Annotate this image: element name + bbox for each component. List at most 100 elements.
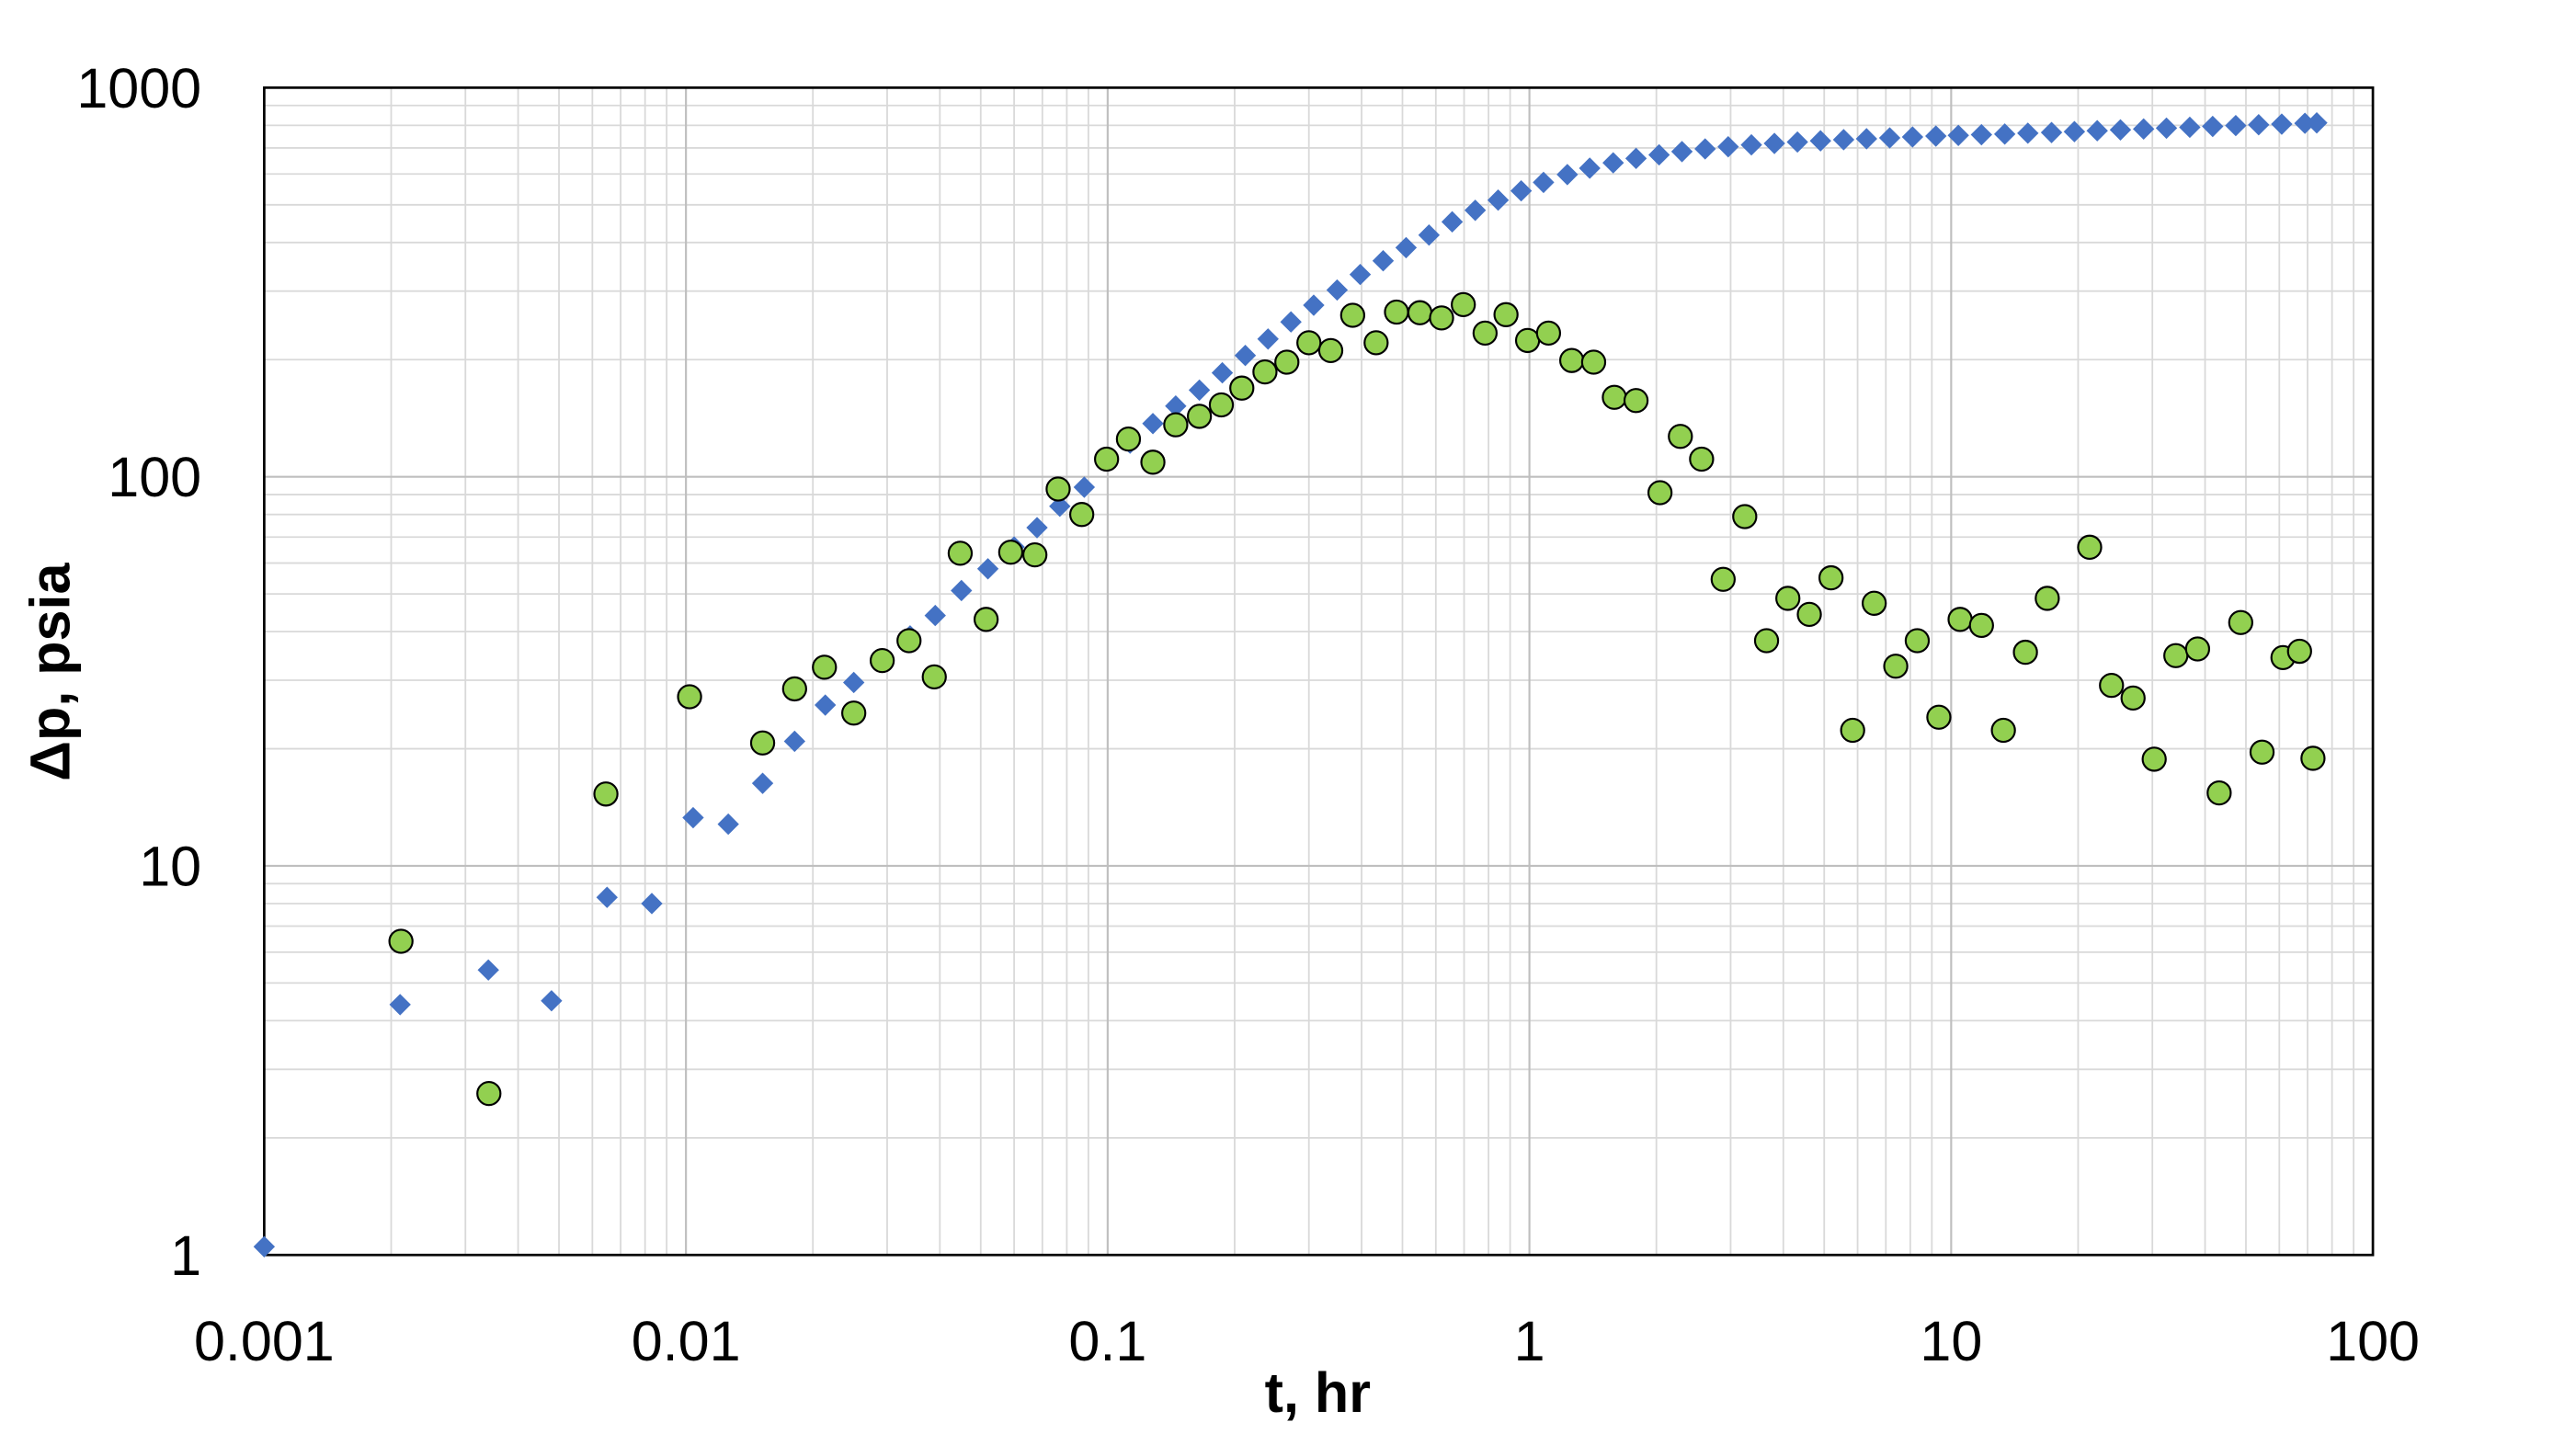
diamond-point (1280, 311, 1302, 333)
diamond-point (1993, 123, 2016, 145)
diamond-point (924, 604, 946, 627)
circle-point (869, 647, 895, 674)
circle-point (1883, 654, 1909, 679)
circle-point (1689, 446, 1715, 472)
diamond-point (1647, 143, 1670, 166)
x-tick-label: 10 (1920, 1310, 1982, 1372)
circle-point (1363, 330, 1389, 356)
diamond-point (2040, 121, 2063, 143)
diamond-point (1579, 157, 1601, 179)
circle-point (1186, 404, 1213, 429)
circle-point (1753, 628, 1780, 654)
diamond-point (1878, 127, 1901, 149)
circle-point (2163, 643, 2189, 668)
circle-point (2012, 639, 2038, 666)
circle-point (1429, 305, 1454, 331)
diamond-point (1556, 164, 1579, 186)
y-tick-label: 10 (139, 836, 201, 898)
circle-point (974, 607, 999, 632)
circle-point (812, 654, 838, 680)
diamond-point (1717, 135, 1739, 158)
diamond-point (1142, 413, 1164, 435)
diamond-point (1257, 328, 1279, 350)
circle-point (1296, 330, 1322, 356)
circle-point (896, 628, 922, 654)
diamond-point (1970, 123, 1992, 146)
circle-point (2300, 745, 2326, 771)
diamond-point (2063, 120, 2086, 142)
circle-point (1775, 586, 1801, 611)
diamond-point (596, 886, 618, 908)
diamond-point (1349, 263, 1372, 286)
circle-point (2141, 746, 2167, 772)
circle-point (1818, 564, 1844, 591)
y-tick-label: 1 (170, 1224, 201, 1287)
diamond-point (717, 813, 739, 836)
plot-frame (263, 86, 2375, 1257)
circle-point (388, 928, 414, 954)
circle-point (997, 540, 1024, 565)
circle-point (1045, 476, 1071, 502)
diamond-point (2271, 113, 2293, 135)
diamond-point (1487, 189, 1510, 211)
diamond-point (1372, 250, 1395, 272)
circle-point (1990, 717, 2016, 744)
circle-point (1317, 337, 1344, 364)
x-tick-label: 1 (1514, 1310, 1545, 1372)
diamond-point (1786, 131, 1808, 154)
x-tick-label: 100 (2326, 1310, 2420, 1372)
diamond-point (1809, 130, 1831, 152)
circle-point (1840, 717, 1865, 744)
circle-point (749, 730, 776, 756)
diamond-point (1326, 279, 1349, 302)
circle-point (1472, 320, 1499, 347)
circle-point (2286, 638, 2312, 665)
circle-point (2035, 586, 2060, 611)
diamond-point (1602, 152, 1624, 174)
circle-point (1451, 291, 1476, 318)
series (388, 291, 2326, 1107)
circle-point (2228, 609, 2253, 635)
diamond-point (2248, 114, 2270, 136)
circle-point (781, 676, 807, 702)
y-axis-label: Δp, psia (18, 563, 81, 781)
diamond-point (541, 990, 563, 1012)
circle-point (1208, 392, 1235, 418)
circle-point (2206, 779, 2232, 806)
circle-point (1904, 628, 1931, 654)
circle-point (1926, 704, 1952, 730)
circle-point (1252, 358, 1278, 385)
diamond-point (1465, 199, 1487, 222)
circle-point (1796, 601, 1822, 627)
circle-point (1647, 480, 1673, 506)
diamond-point (1624, 147, 1647, 169)
diamond-point (1740, 133, 1762, 156)
diamond-point (1533, 171, 1555, 194)
circle-point (1623, 388, 1649, 414)
x-tick-label: 0.1 (1068, 1310, 1146, 1372)
x-tick-label: 0.001 (194, 1310, 335, 1372)
circle-point (1140, 449, 1166, 475)
diamond-point (1211, 361, 1234, 384)
diamond-point (1303, 294, 1325, 316)
y-tick-label: 1000 (76, 57, 201, 119)
diamond-point (2294, 112, 2316, 134)
diamond-point (783, 730, 806, 753)
circle-point (1558, 347, 1585, 373)
circle-point (2120, 685, 2146, 711)
circle-point (1274, 349, 1300, 375)
diamond-point (2225, 114, 2247, 137)
circle-point (1601, 384, 1627, 410)
circle-point (1493, 302, 1519, 327)
circle-point (1514, 327, 1541, 354)
diamond-point (2155, 117, 2178, 140)
diamond-point (1670, 141, 1693, 163)
series (253, 111, 2328, 1257)
diamond-point (976, 558, 999, 580)
diamond-point (253, 1235, 276, 1257)
diamond-point (1763, 132, 1785, 154)
circle-point (2099, 672, 2125, 699)
diamond-point (1026, 517, 1048, 539)
circle-point (1094, 446, 1120, 472)
